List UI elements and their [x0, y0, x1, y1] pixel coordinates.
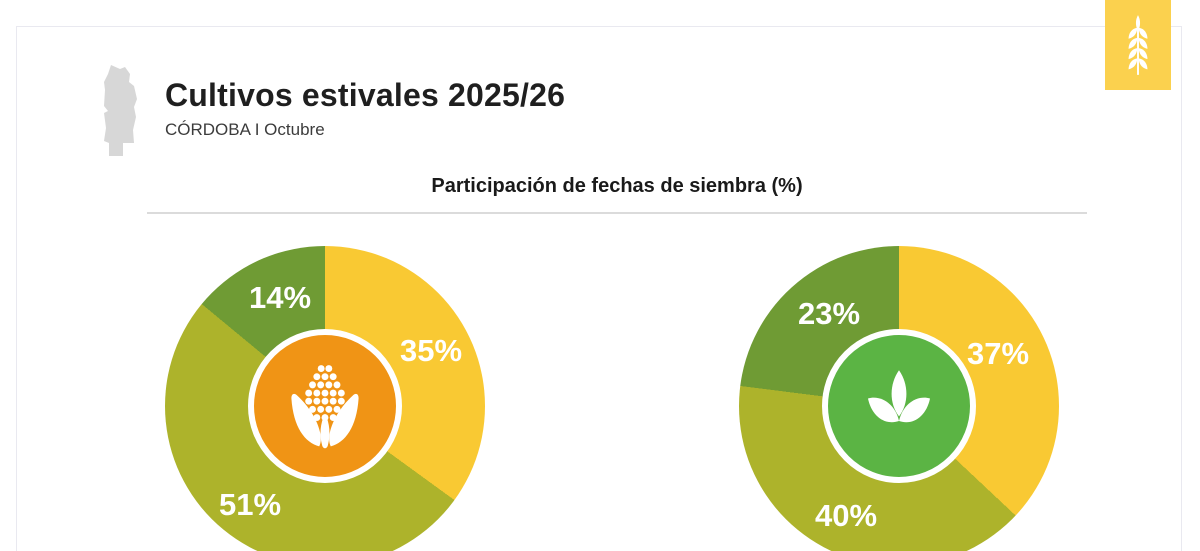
chart-section-title: Participación de fechas de siembra (%)	[431, 175, 803, 197]
pie-chart-soy: 37% 40% 23%	[739, 246, 1059, 551]
divider-line	[147, 212, 1087, 214]
page-subtitle: CÓRDOBA I Octubre	[165, 120, 325, 139]
map-icon	[104, 65, 137, 156]
slice-label: 23%	[797, 296, 861, 331]
corn-icon	[291, 365, 359, 449]
chart-section-header: Participación de fechas de siembra (%)	[147, 175, 1087, 198]
slice-label: 37%	[966, 336, 1030, 371]
pie-chart-corn: 35% 51% 14%	[165, 246, 485, 551]
cordoba-map-silhouette	[85, 59, 149, 163]
slice-label: 40%	[814, 498, 878, 533]
slice-label: 35%	[399, 333, 463, 368]
soy-icon	[867, 370, 931, 423]
slice-label: 14%	[248, 280, 312, 315]
pie-soy-hub	[822, 329, 976, 483]
wheat-icon	[1128, 15, 1148, 75]
content-card: Cultivos estivales 2025/26 CÓRDOBA I Oct…	[16, 26, 1182, 551]
brand-badge	[1105, 0, 1171, 90]
pie-corn-hub	[248, 329, 402, 483]
page-title: Cultivos estivales 2025/26	[165, 77, 566, 113]
slice-label: 51%	[218, 487, 282, 522]
